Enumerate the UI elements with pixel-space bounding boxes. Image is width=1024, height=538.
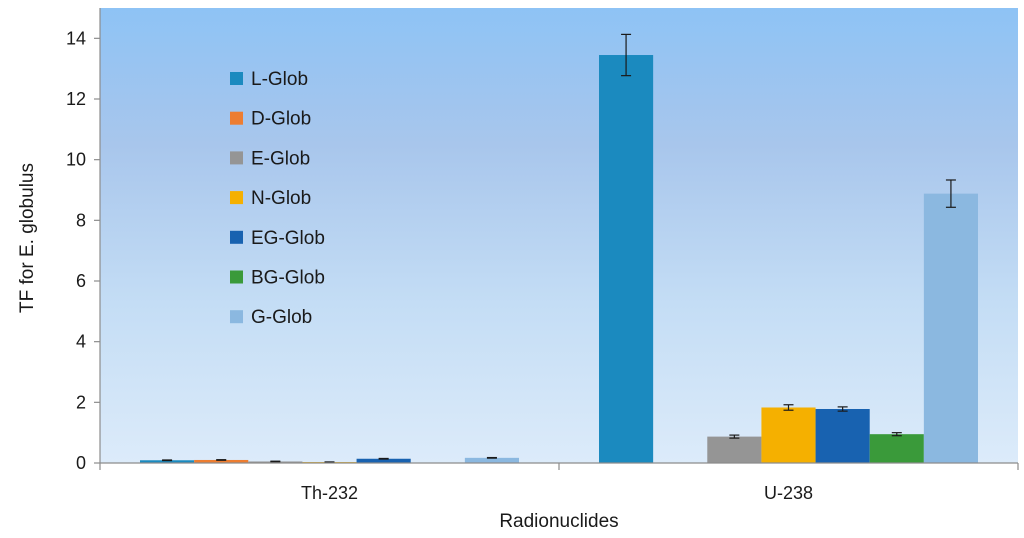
bar-n-glob-u-238 bbox=[761, 407, 816, 463]
x-tick-label: U-238 bbox=[764, 483, 813, 503]
bar-d-glob-th-232 bbox=[194, 459, 249, 463]
y-tick-label: 6 bbox=[76, 271, 86, 291]
y-tick-label: 10 bbox=[66, 150, 86, 170]
legend-swatch bbox=[230, 72, 243, 85]
legend-item-g-glob: G-Glob bbox=[230, 307, 312, 328]
x-axis-title: Radionuclides bbox=[499, 511, 618, 532]
legend-swatch bbox=[230, 151, 243, 165]
error-bar bbox=[945, 179, 956, 208]
y-tick-label: 2 bbox=[76, 392, 86, 412]
error-bar bbox=[378, 457, 389, 460]
legend-label: L-Glob bbox=[251, 69, 308, 90]
legend-item-eg-glob: EG-Glob bbox=[230, 228, 325, 249]
plot-background bbox=[100, 8, 1018, 463]
bar-eg-glob-u-238 bbox=[815, 409, 870, 463]
legend-label: G-Glob bbox=[251, 307, 312, 328]
legend-label: BG-Glob bbox=[251, 268, 325, 289]
bar-e-glob-u-238 bbox=[707, 436, 762, 463]
error-bar bbox=[216, 459, 227, 461]
y-axis-title: TF for E. globulus bbox=[17, 163, 38, 313]
error-bar bbox=[891, 432, 902, 437]
legend-label: EG-Glob bbox=[251, 228, 325, 249]
error-bar bbox=[621, 33, 632, 77]
legend-swatch bbox=[230, 310, 243, 324]
legend-item-bg-glob: BG-Glob bbox=[230, 268, 325, 289]
bar-l-glob-th-232 bbox=[140, 460, 195, 463]
y-tick-label: 14 bbox=[66, 28, 86, 48]
bar-eg-glob-th-232 bbox=[356, 458, 411, 463]
legend-label: D-Glob bbox=[251, 109, 311, 130]
error-bar bbox=[270, 460, 281, 463]
error-bar bbox=[837, 406, 848, 412]
error-bar bbox=[783, 404, 794, 411]
bar-g-glob-th-232 bbox=[464, 457, 519, 463]
error-bar bbox=[162, 459, 173, 462]
bar-l-glob-u-238 bbox=[599, 55, 654, 464]
legend-swatch bbox=[230, 111, 243, 125]
y-tick-label: 4 bbox=[76, 332, 86, 352]
legend-label: N-Glob bbox=[251, 188, 311, 209]
legend-label: E-Glob bbox=[251, 148, 310, 169]
error-bar bbox=[729, 434, 740, 439]
legend-swatch bbox=[230, 230, 243, 244]
legend-item-d-glob: D-Glob bbox=[230, 109, 311, 130]
bar-g-glob-u-238 bbox=[923, 193, 978, 463]
y-tick-label: 12 bbox=[66, 89, 86, 109]
legend-item-e-glob: E-Glob bbox=[230, 148, 310, 169]
legend: L-Glob D-Glob E-Glob N-Glob EG-Glob BG-Glob G-… bbox=[230, 69, 325, 328]
bar-bg-glob-u-238 bbox=[869, 434, 924, 463]
error-bar bbox=[486, 456, 497, 459]
y-tick-label: 8 bbox=[76, 210, 86, 230]
legend-swatch bbox=[230, 270, 243, 284]
x-tick-label: Th-232 bbox=[301, 483, 358, 503]
y-tick-label: 0 bbox=[76, 453, 86, 473]
legend-item-n-glob: N-Glob bbox=[230, 188, 311, 209]
legend-item-l-glob: L-Glob bbox=[230, 69, 308, 90]
legend-swatch bbox=[230, 191, 243, 205]
